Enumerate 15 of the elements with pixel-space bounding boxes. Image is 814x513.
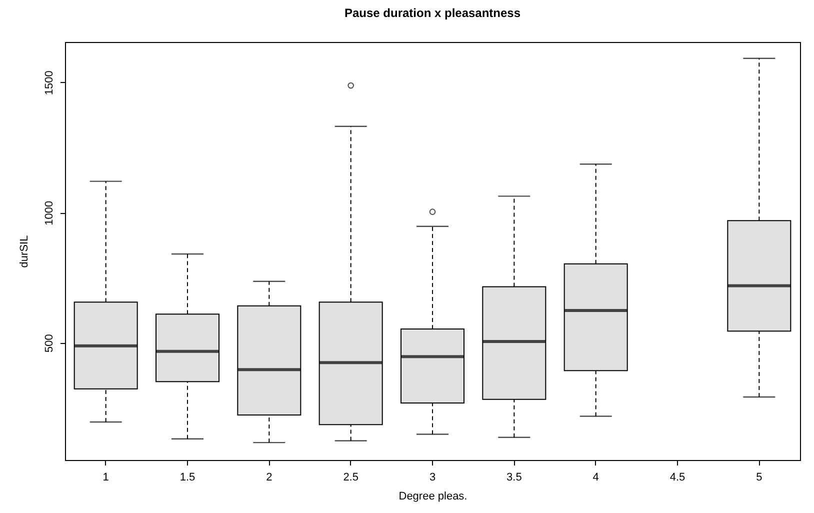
x-tick-label: 4.5 [670, 472, 686, 484]
x-tick-label: 2 [266, 472, 272, 484]
y-axis-title: durSIL [18, 235, 30, 268]
x-tick-label: 1.5 [180, 472, 196, 484]
y-tick-label: 500 [44, 334, 56, 352]
x-tick-label: 3.5 [506, 472, 522, 484]
x-tick-label: 3 [429, 472, 436, 484]
x-tick-label: 4 [592, 472, 599, 484]
x-tick-label: 1 [102, 472, 109, 484]
x-tick-label: 2.5 [343, 472, 358, 484]
y-tick-label: 1000 [44, 200, 56, 226]
x-tick-label: 5 [756, 472, 762, 484]
chart-title: Pause duration x pleasantness [344, 6, 521, 20]
y-tick-label: 1500 [44, 70, 56, 96]
x-axis-title: Degree pleas. [398, 490, 468, 502]
